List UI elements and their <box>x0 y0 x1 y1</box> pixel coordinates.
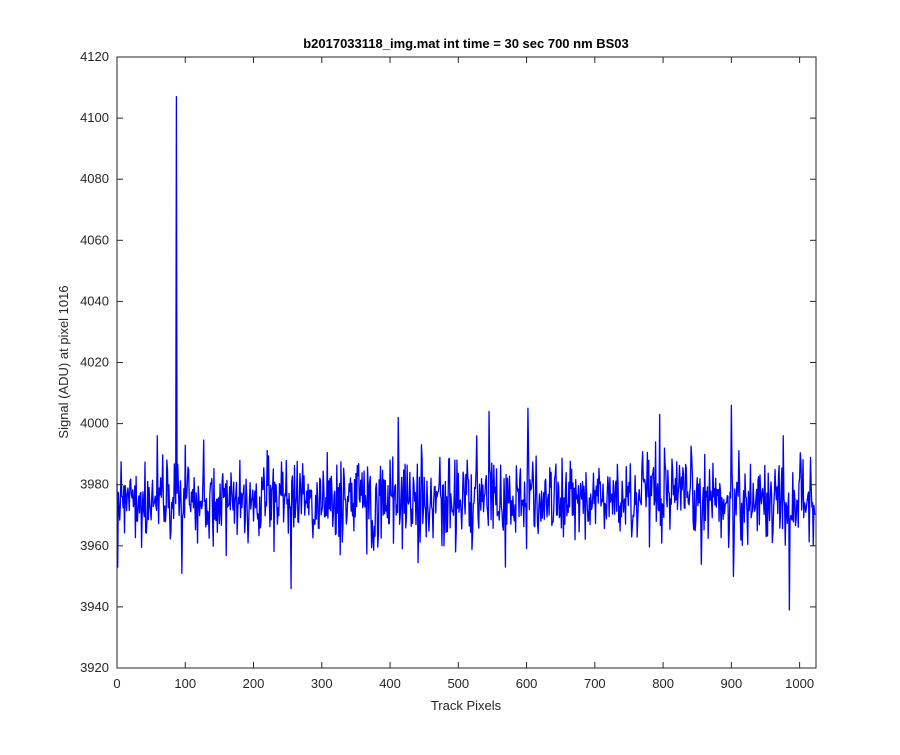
y-tick-label: 4060 <box>80 232 109 247</box>
y-tick-label: 4040 <box>80 293 109 308</box>
plot-area <box>117 57 816 668</box>
y-tick-label: 4100 <box>80 110 109 125</box>
x-tick-label: 100 <box>174 676 196 691</box>
x-tick-label: 600 <box>516 676 538 691</box>
y-tick-label: 3980 <box>80 477 109 492</box>
y-axis-label: Signal (ADU) at pixel 1016 <box>56 285 71 438</box>
y-axis: 3920 3940 3960 3980 4000 4020 4040 4060 4080 4100… <box>80 49 816 675</box>
y-tick-label: 4120 <box>80 49 109 64</box>
x-tick-label: 700 <box>584 676 606 691</box>
x-tick-label: 900 <box>721 676 743 691</box>
x-tick-label: 400 <box>379 676 401 691</box>
y-tick-label: 4020 <box>80 355 109 370</box>
series-layer <box>116 96 816 611</box>
x-tick-label: 200 <box>243 676 265 691</box>
y-tick-label: 3920 <box>80 660 109 675</box>
y-tick-label: 4000 <box>80 416 109 431</box>
x-tick-label: 500 <box>447 676 469 691</box>
chart-title: b2017033118_img.mat int time = 30 sec 70… <box>303 36 629 51</box>
y-tick-label: 3960 <box>80 538 109 553</box>
x-axis: 0 100 200 300 400 500 600 700 800 900 1000 <box>113 57 814 691</box>
y-tick-label: 4080 <box>80 171 109 186</box>
x-tick-label: 300 <box>311 676 333 691</box>
x-axis-label: Track Pixels <box>431 698 502 713</box>
x-tick-label: 800 <box>652 676 674 691</box>
x-tick-label: 0 <box>113 676 120 691</box>
series-line-signal <box>116 96 816 611</box>
y-tick-label: 3940 <box>80 599 109 614</box>
x-tick-label: 1000 <box>785 676 814 691</box>
